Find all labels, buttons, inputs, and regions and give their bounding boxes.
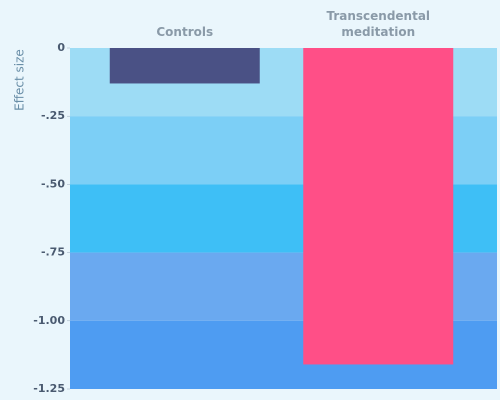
- y-tick-label: -1.00: [33, 314, 65, 327]
- y-tick-label: -.50: [41, 177, 65, 190]
- bar: [109, 48, 260, 84]
- y-tick-label: -.25: [41, 109, 65, 122]
- y-tick-label: -1.25: [33, 382, 65, 395]
- y-tick-label: -.75: [41, 246, 65, 259]
- bar: [303, 48, 454, 365]
- y-axis-label: Effect size: [13, 49, 27, 111]
- category-label: Controls: [156, 25, 214, 39]
- y-tick-label: 0: [57, 41, 65, 54]
- category-label: Transcendental meditation: [326, 9, 431, 39]
